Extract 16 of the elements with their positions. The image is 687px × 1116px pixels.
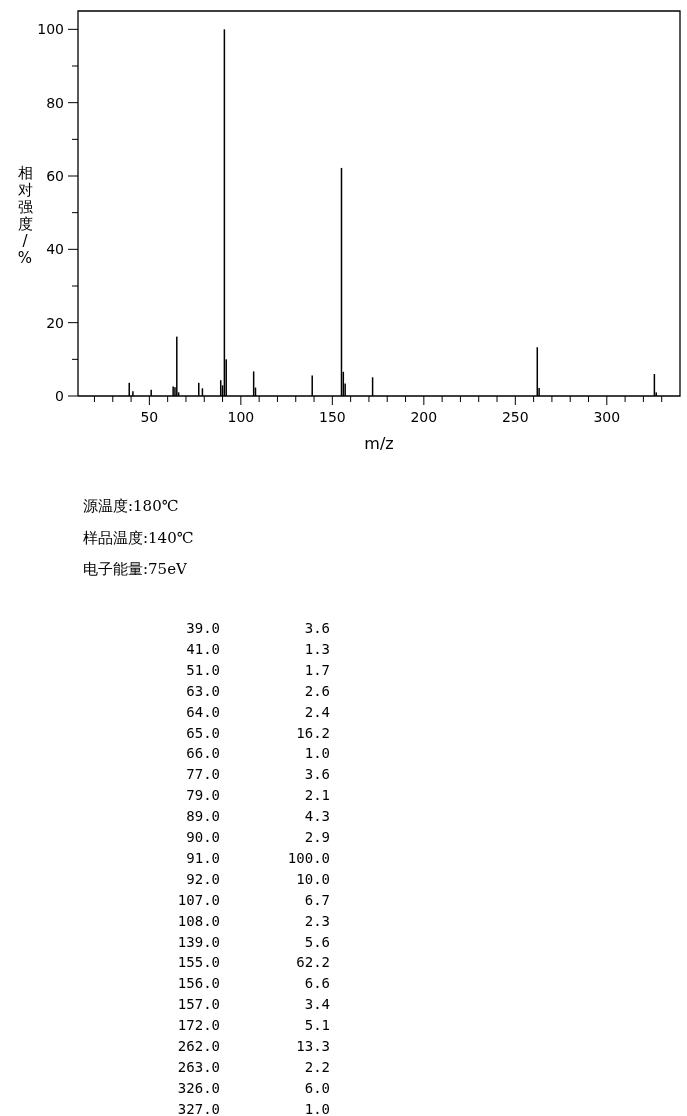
y-tick-label: 100 xyxy=(37,21,64,38)
ylabel: 相对强度/% xyxy=(17,164,33,267)
x-tick-label: 100 xyxy=(227,409,255,425)
y-tick-label: 80 xyxy=(46,94,64,111)
xlabel: m/z xyxy=(364,434,394,453)
y-tick-label: 0 xyxy=(55,388,64,404)
data-table: 39.0 3.6 41.0 1.3 51.0 1.7 63.0 2.6 64.0 2.4 65.0 16.2 66.0 1.0 77.0 3.6 79.0 2.1 89.0 4.3 90.0 2.9 91.0 100.0 92.0 10.0 107.0 6.7 108.0 2.3 139.0 5.6 155.0 62.2 156.0 6.6 157.0 3.4 172.0 5.1 262.0 13.3 263.0 2.2 326.0 6.0 327.0 1.0 xyxy=(177,620,330,1116)
x-tick-label: 300 xyxy=(593,409,621,425)
x-tick-label: 200 xyxy=(410,409,438,425)
x-tick-label: 150 xyxy=(318,409,346,425)
y-tick-label: 40 xyxy=(46,241,64,258)
x-tick-label: 50 xyxy=(140,409,159,425)
x-tick-label: 250 xyxy=(501,409,529,425)
annotations: 源温度:180℃ 样品温度:140℃ 电子能量:75eV xyxy=(83,497,194,578)
y-tick-label: 20 xyxy=(46,314,64,331)
y-tick-label: 60 xyxy=(46,168,64,184)
